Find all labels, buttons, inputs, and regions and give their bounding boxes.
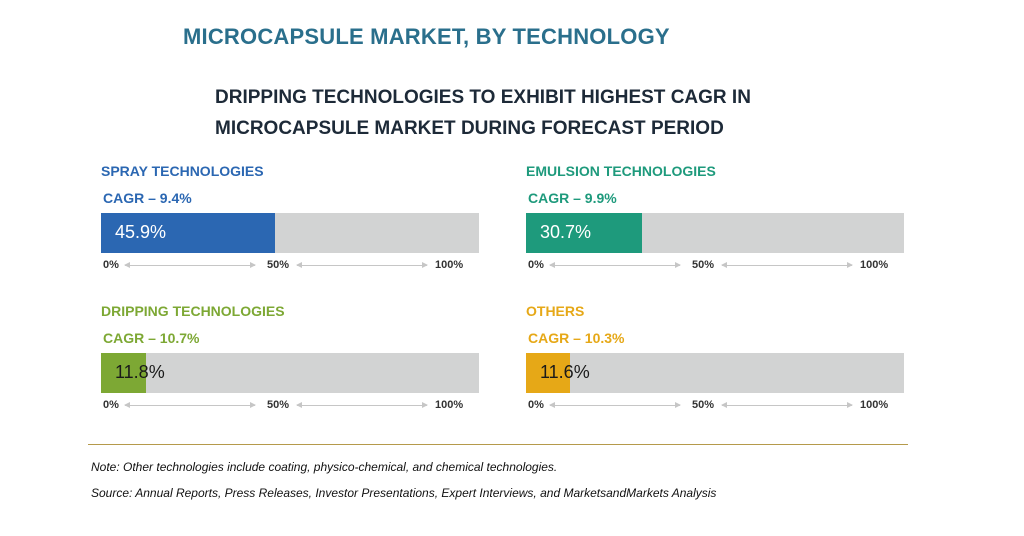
tick-label: 50% (692, 399, 715, 411)
tick-label: 100% (435, 259, 464, 271)
tick-label: 50% (267, 399, 290, 411)
chart-subtitle: DRIPPING TECHNOLOGIES TO EXHIBIT HIGHEST… (215, 87, 751, 139)
bar-fill (101, 213, 275, 253)
tick-label: 50% (267, 259, 290, 271)
axis-arrow (721, 262, 853, 268)
panel-dripping: DRIPPING TECHNOLOGIES CAGR – 10.7% 11.8%… (101, 303, 479, 431)
bar-value-label: 11.8% (115, 362, 165, 382)
series-name: EMULSION TECHNOLOGIES (526, 163, 716, 179)
axis-arrow (549, 402, 681, 408)
series-cagr: CAGR – 10.7% (103, 330, 200, 346)
bar-axis: 0% 50% 100% (101, 257, 479, 273)
bar-track: 30.7% (526, 213, 904, 253)
tick-label: 0% (528, 259, 544, 271)
tick-label: 100% (860, 399, 889, 411)
tick-label: 0% (528, 399, 544, 411)
series-cagr: CAGR – 10.3% (528, 330, 625, 346)
axis-arrow (296, 402, 428, 408)
chart-title: MICROCAPSULE MARKET, BY TECHNOLOGY (183, 24, 670, 49)
tick-label: 0% (103, 259, 119, 271)
axis-arrow (296, 262, 428, 268)
series-name: DRIPPING TECHNOLOGIES (101, 303, 285, 319)
bar-fill (526, 353, 570, 393)
footnote: Note: Other technologies include coating… (91, 460, 558, 474)
source-note: Source: Annual Reports, Press Releases, … (91, 486, 717, 500)
tick-label: 0% (103, 399, 119, 411)
bar-axis: 0% 50% 100% (101, 397, 479, 413)
bar-axis: 0% 50% 100% (526, 397, 904, 413)
bar-fill (526, 213, 642, 253)
bar-value-label: 45.9% (115, 222, 167, 242)
bar-axis: 0% 50% 100% (526, 257, 904, 273)
panel-others: OTHERS CAGR – 10.3% 11.6% 0% 50% 100% (526, 303, 904, 431)
bar-track: 11.8% (101, 353, 479, 393)
bar-fill (101, 353, 146, 393)
bar-track: 45.9% (101, 213, 479, 253)
bar-value-label: 30.7% (540, 222, 592, 242)
axis-arrow (124, 262, 256, 268)
tick-label: 100% (435, 399, 464, 411)
series-cagr: CAGR – 9.4% (103, 190, 192, 206)
divider (88, 444, 908, 445)
tick-label: 100% (860, 259, 889, 271)
bar-track: 11.6% (526, 353, 904, 393)
axis-arrow (721, 402, 853, 408)
axis-arrow (124, 402, 256, 408)
panel-emulsion: EMULSION TECHNOLOGIES CAGR – 9.9% 30.7% … (526, 163, 904, 291)
series-name: OTHERS (526, 303, 585, 319)
axis-arrow (549, 262, 681, 268)
tick-label: 50% (692, 259, 715, 271)
bar-value-label: 11.6% (540, 362, 590, 382)
series-cagr: CAGR – 9.9% (528, 190, 617, 206)
panel-spray: SPRAY TECHNOLOGIES CAGR – 9.4% 45.9% 0% … (101, 163, 479, 291)
series-name: SPRAY TECHNOLOGIES (101, 163, 264, 179)
